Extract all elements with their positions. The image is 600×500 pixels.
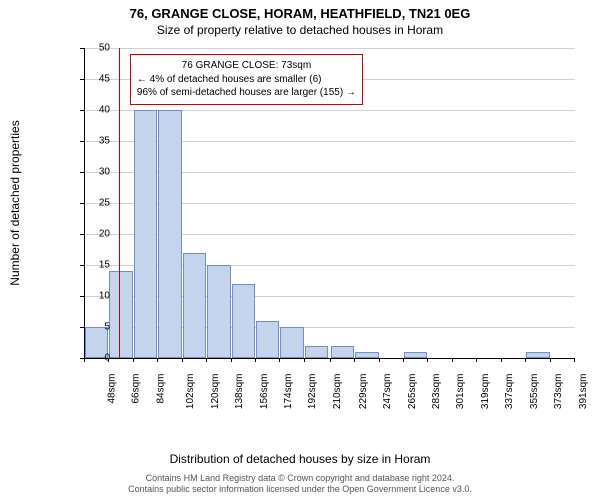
x-tick-label: 229sqm [358,374,369,410]
x-tick-label: 156sqm [259,374,270,410]
histogram-bar [404,352,427,358]
x-tick-label: 319sqm [480,374,491,410]
x-tick-mark [574,358,575,362]
histogram-bar [109,271,132,358]
histogram-bar [256,321,279,358]
histogram-bar [207,265,230,358]
x-tick-label: 174sqm [283,374,294,410]
footer-line-2: Contains public sector information licen… [0,484,600,496]
histogram-bar [355,352,378,358]
x-tick-mark [231,358,232,362]
y-tick-label: 20 [82,229,110,240]
x-tick-mark [255,358,256,362]
histogram-bar [183,253,206,358]
x-tick-label: 66sqm [131,374,142,404]
y-tick-label: 50 [82,43,110,54]
marker-line [119,48,120,358]
grid-line [85,48,575,49]
y-tick-label: 30 [82,167,110,178]
x-tick-label: 301sqm [455,374,466,410]
x-tick-mark [84,358,85,362]
x-tick-mark [550,358,551,362]
x-tick-label: 84sqm [155,374,166,404]
x-tick-label: 102sqm [185,374,196,410]
x-tick-mark [525,358,526,362]
x-tick-label: 265sqm [407,374,418,410]
y-axis-label: Number of detached properties [8,120,22,285]
y-tick-label: 40 [82,105,110,116]
x-tick-mark [206,358,207,362]
x-tick-label: 391sqm [578,374,589,410]
x-tick-mark [379,358,380,362]
x-tick-label: 337sqm [504,374,515,410]
x-tick-label: 283sqm [431,374,442,410]
x-axis-label: Distribution of detached houses by size … [0,452,600,466]
y-tick-label: 5 [82,322,110,333]
y-tick-mark [80,296,84,297]
x-tick-label: 48sqm [107,374,118,404]
y-tick-label: 35 [82,136,110,147]
y-tick-mark [80,79,84,80]
title-sub: Size of property relative to detached ho… [0,21,600,37]
x-tick-mark [403,358,404,362]
y-tick-mark [80,265,84,266]
y-tick-mark [80,327,84,328]
y-tick-mark [80,48,84,49]
histogram-bar [280,327,303,358]
footer-line-1: Contains HM Land Registry data © Crown c… [0,473,600,485]
x-tick-mark [157,358,158,362]
x-tick-mark [427,358,428,362]
y-tick-label: 25 [82,198,110,209]
x-tick-mark [452,358,453,362]
y-tick-mark [80,234,84,235]
x-tick-label: 192sqm [308,374,319,410]
chart-container: 76, GRANGE CLOSE, HORAM, HEATHFIELD, TN2… [0,0,600,500]
x-tick-mark [476,358,477,362]
callout-line: 96% of semi-detached houses are larger (… [137,86,356,100]
x-tick-mark [133,358,134,362]
title-main: 76, GRANGE CLOSE, HORAM, HEATHFIELD, TN2… [0,0,600,21]
y-tick-label: 45 [82,74,110,85]
x-tick-label: 355sqm [529,374,540,410]
y-tick-mark [80,141,84,142]
y-axis-label-wrap: Number of detached properties [8,48,22,358]
footer-attribution: Contains HM Land Registry data © Crown c… [0,473,600,496]
histogram-bar [305,346,328,358]
x-tick-label: 120sqm [210,374,221,410]
histogram-bar [526,352,549,358]
x-tick-mark [182,358,183,362]
histogram-bar [232,284,255,358]
x-tick-mark [304,358,305,362]
x-tick-mark [330,358,331,362]
x-tick-label: 210sqm [332,374,343,410]
histogram-bar [158,110,181,358]
x-tick-mark [279,358,280,362]
chart-area: 0510152025303540455048sqm66sqm84sqm102sq… [54,48,574,398]
x-tick-label: 138sqm [234,374,245,410]
y-tick-mark [80,110,84,111]
x-tick-label: 247sqm [382,374,393,410]
histogram-bar [134,110,157,358]
histogram-bar [331,346,354,358]
y-tick-label: 10 [82,291,110,302]
callout-line: ← 4% of detached houses are smaller (6) [137,73,356,87]
x-tick-mark [354,358,355,362]
callout-box: 76 GRANGE CLOSE: 73sqm← 4% of detached h… [130,54,363,105]
x-tick-mark [501,358,502,362]
y-tick-mark [80,203,84,204]
y-tick-label: 0 [82,353,110,364]
y-tick-label: 15 [82,260,110,271]
y-tick-mark [80,172,84,173]
x-tick-mark [108,358,109,362]
x-tick-label: 373sqm [553,374,564,410]
callout-line: 76 GRANGE CLOSE: 73sqm [137,59,356,73]
